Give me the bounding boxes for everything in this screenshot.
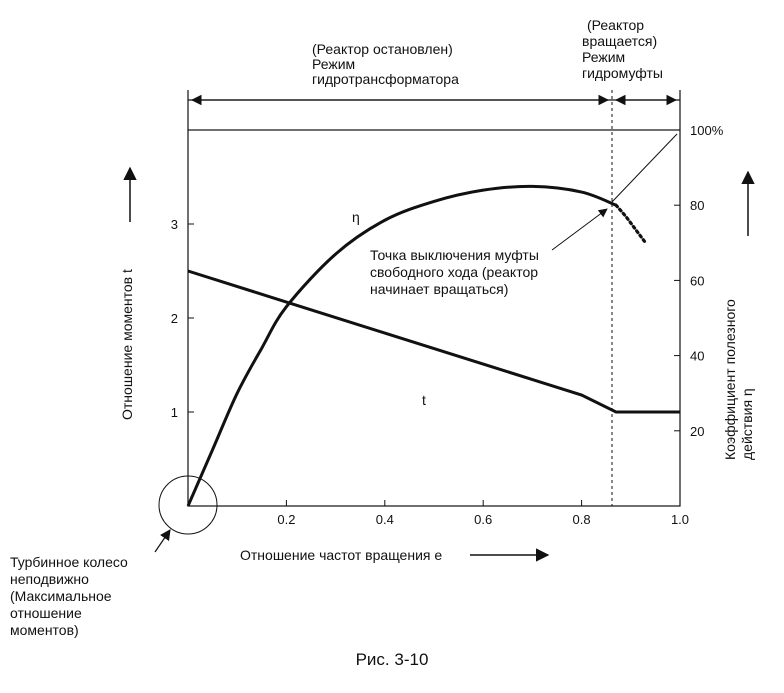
left-axis-label: Отношение моментов t [119,269,135,420]
left-tick-label: 3 [171,217,178,232]
switch-point-label-line3: начинает вращаться) [370,281,508,297]
series-eta-line [186,184,617,507]
right-axis-label-line1: Коэффициент полезного [722,299,738,460]
mode2-label-line1: (Реактор [587,17,644,33]
left-tick-label: 1 [171,405,178,420]
switch-point-label-line1: Точка выключения муфты [370,247,539,263]
turbine-standstill-circle [158,475,218,535]
turbine-pointer-arrow [154,529,171,553]
x-tick-label: 0.2 [277,512,295,527]
mode1-label-line3: гидротрансформатора [312,71,459,87]
x-tick-label: 0.4 [376,512,394,527]
right-axis-label-line2: действия η [739,388,755,460]
mode2-label-line3: Режим [582,49,625,65]
right-tick-label: 20 [690,424,704,439]
x-axis-label: Отношение частот вращения e [240,547,442,563]
mode2-label-line4: гидромуфты [582,65,663,81]
right-tick-label: 100% [690,123,724,138]
left-axis-ticks: 1 2 3 [171,217,194,420]
turbine-label-line2: неподвижно [10,571,89,587]
turbine-label-line1: Турбинное колесо [10,554,128,570]
x-tick-label: 1.0 [671,512,689,527]
series-group [186,184,680,507]
right-tick-label: 40 [690,349,704,364]
plot-frame [187,129,681,507]
left-tick-label: 2 [171,311,178,326]
mode2-label-line2: вращается) [582,33,657,49]
right-axis-ticks: 20 40 60 80 100% [674,123,724,439]
turbine-label-line5: моментов) [10,622,79,638]
x-axis-ticks: 0.2 0.4 0.6 0.8 1.0 [277,500,689,527]
right-tick-label: 60 [690,273,704,288]
x-tick-label: 0.6 [474,512,492,527]
turbine-label-line4: отношение [10,605,82,621]
mode1-label-line2: Режим [312,56,355,72]
figure-caption: Рис. 3-10 [355,650,429,669]
x-tick-label: 0.8 [573,512,591,527]
t-line-label: t [422,392,426,408]
series-t-line [187,269,680,414]
switch-point-pointer-lower [551,208,608,251]
turbine-label-line3: (Максимальное [10,588,112,604]
switch-point-pointer-upper [610,133,678,204]
series-eta-dotted-line [614,203,648,245]
mode1-label-line1: (Реактор остановлен) [312,41,453,57]
switch-point-label-line2: свободного хода (реактор [370,264,538,280]
right-tick-label: 80 [690,198,704,213]
eta-curve-label: η [352,209,360,225]
